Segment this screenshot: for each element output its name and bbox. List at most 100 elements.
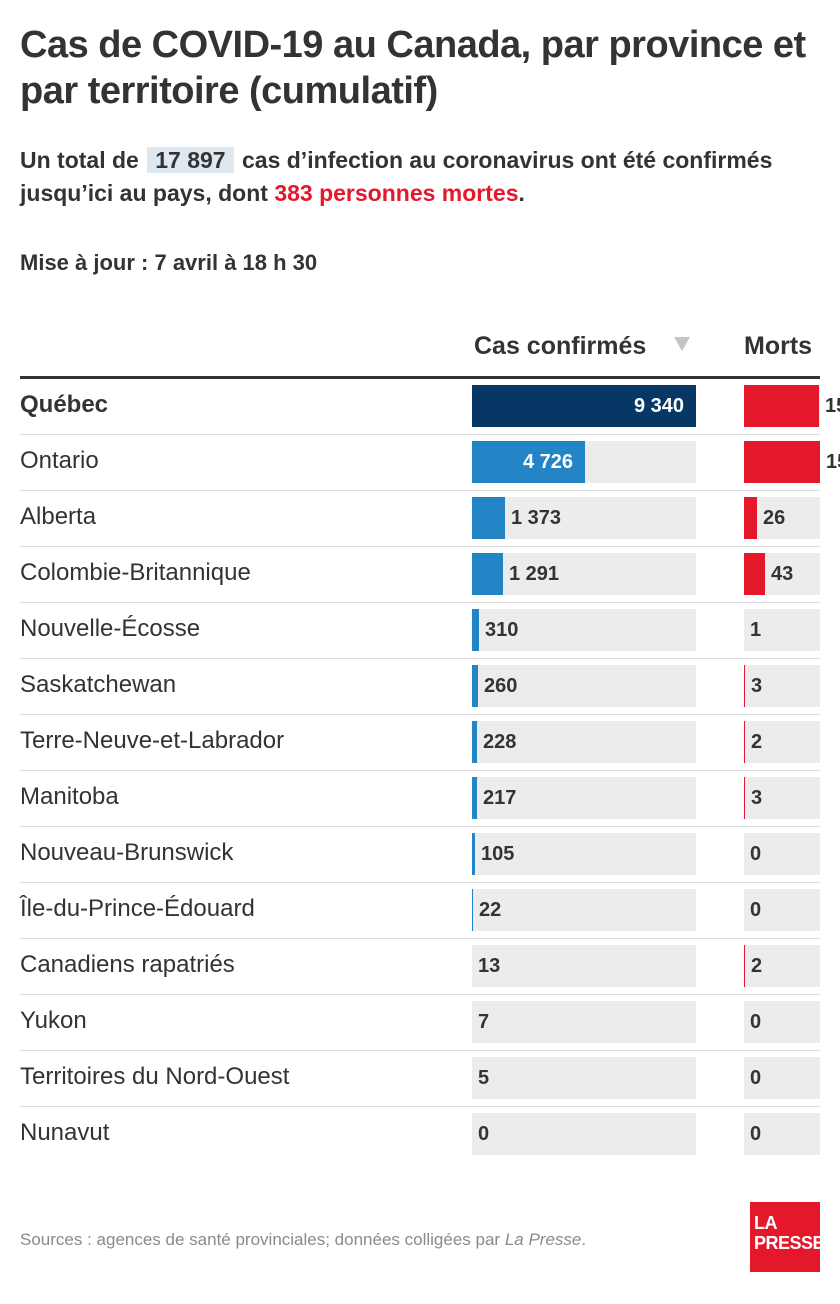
table-row: Terre-Neuve-et-Labrador 228 2 bbox=[20, 715, 820, 771]
region-name: Nouvelle-Écosse bbox=[20, 615, 201, 642]
deaths-track: 0 bbox=[744, 1113, 820, 1155]
cases-bar bbox=[472, 833, 475, 875]
region-name: Terre-Neuve-et-Labrador bbox=[20, 727, 285, 754]
deaths-value-label: 3 bbox=[751, 675, 763, 697]
cases-value-label: 217 bbox=[483, 787, 517, 809]
table-row: Nouvelle-Écosse 310 1 bbox=[20, 603, 820, 659]
deaths-bar bbox=[744, 777, 745, 819]
cases-track: 260 bbox=[472, 665, 696, 707]
cases-track: 4 726 bbox=[472, 441, 696, 483]
region-name: Île-du-Prince-Édouard bbox=[20, 895, 255, 922]
cases-value-label: 5 bbox=[478, 1067, 490, 1089]
deaths-highlight: 383 personnes mortes bbox=[274, 180, 519, 206]
table-row: Nouveau-Brunswick 105 0 bbox=[20, 827, 820, 883]
region-name: Alberta bbox=[20, 503, 97, 530]
cases-bar bbox=[472, 385, 696, 427]
logo-line-2: PRESSE bbox=[754, 1233, 825, 1253]
table-row: Île-du-Prince-Édouard 22 0 bbox=[20, 883, 820, 939]
summary-before: Un total de bbox=[20, 147, 139, 173]
deaths-value-label: 0 bbox=[750, 843, 762, 865]
cases-bar bbox=[472, 889, 473, 931]
table-row: Colombie-Britannique 1 291 43 bbox=[20, 547, 820, 603]
sort-down-icon[interactable] bbox=[674, 337, 690, 351]
cases-bar bbox=[472, 609, 479, 651]
cases-track: 0 bbox=[472, 1113, 696, 1155]
deaths-track: 0 bbox=[744, 1001, 820, 1043]
update-timestamp: Mise à jour : 7 avril à 18 h 30 bbox=[20, 250, 318, 275]
logo-line-1: LA bbox=[754, 1213, 778, 1233]
deaths-track: 2 bbox=[744, 945, 820, 987]
table-row: Ontario 4 726 153 bbox=[20, 435, 840, 491]
deaths-track: 2 bbox=[744, 721, 820, 763]
cases-value-label: 22 bbox=[479, 899, 502, 921]
table-row: Nunavut 0 0 bbox=[20, 1107, 820, 1163]
cases-track: 1 373 bbox=[472, 497, 696, 539]
region-name: Yukon bbox=[20, 1007, 87, 1034]
deaths-bar bbox=[744, 441, 820, 483]
cases-value-label: 260 bbox=[484, 675, 518, 697]
cases-value-label: 228 bbox=[483, 731, 517, 753]
table-row: Québec 9 340 150 bbox=[20, 379, 840, 435]
la-presse-logo: LA PRESSE bbox=[750, 1202, 825, 1272]
cases-track: 5 bbox=[472, 1057, 696, 1099]
cases-value-label: 13 bbox=[478, 955, 501, 977]
deaths-value-label: 1 bbox=[750, 619, 762, 641]
deaths-track: 3 bbox=[744, 777, 820, 819]
deaths-column-header[interactable]: Morts bbox=[744, 332, 813, 360]
region-name: Manitoba bbox=[20, 783, 119, 810]
deaths-value-label: 43 bbox=[771, 563, 794, 585]
cases-value-label: 7 bbox=[478, 1011, 490, 1033]
deaths-value-label: 150 bbox=[825, 395, 840, 417]
table-row: Alberta 1 373 26 bbox=[20, 491, 820, 547]
deaths-value-label: 153 bbox=[826, 451, 840, 473]
region-name: Ontario bbox=[20, 447, 99, 474]
source-prefix: Sources : agences de santé provinciales;… bbox=[20, 1230, 501, 1249]
deaths-bar bbox=[744, 385, 819, 427]
table-row: Manitoba 217 3 bbox=[20, 771, 820, 827]
deaths-track: 0 bbox=[744, 1057, 820, 1099]
deaths-value-label: 2 bbox=[751, 955, 763, 977]
deaths-track: 1 bbox=[744, 609, 820, 651]
source-suffix: . bbox=[581, 1230, 587, 1249]
deaths-track: 153 bbox=[744, 441, 840, 483]
deaths-value-label: 26 bbox=[763, 507, 786, 529]
cases-track: 7 bbox=[472, 1001, 696, 1043]
deaths-track: 3 bbox=[744, 665, 820, 707]
deaths-bar bbox=[744, 497, 757, 539]
cases-bar bbox=[472, 497, 505, 539]
cases-bar bbox=[472, 553, 503, 595]
deaths-track: 0 bbox=[744, 833, 820, 875]
cases-bar bbox=[472, 777, 477, 819]
deaths-track: 150 bbox=[744, 385, 840, 427]
cases-value-label: 310 bbox=[485, 619, 519, 641]
table-row: Saskatchewan 260 3 bbox=[20, 659, 820, 715]
cases-track: 22 bbox=[472, 889, 696, 931]
chart-title: Cas de COVID-19 au Canada, par province … bbox=[20, 24, 806, 112]
deaths-value-label: 2 bbox=[751, 731, 763, 753]
region-name: Québec bbox=[20, 391, 109, 418]
summary-after: . bbox=[518, 180, 525, 206]
deaths-track: 0 bbox=[744, 889, 820, 931]
cases-column-header[interactable]: Cas confirmés bbox=[474, 332, 647, 360]
source-note: Sources : agences de santé provinciales;… bbox=[20, 1228, 586, 1252]
deaths-track: 26 bbox=[744, 497, 820, 539]
cases-bar bbox=[472, 441, 585, 483]
cases-track: 105 bbox=[472, 833, 696, 875]
summary-text: Un total de 17 897 cas d’infection au co… bbox=[20, 144, 820, 210]
cases-value-label: 0 bbox=[478, 1123, 490, 1145]
cases-bar bbox=[472, 665, 478, 707]
deaths-track: 43 bbox=[744, 553, 820, 595]
cases-value-label: 105 bbox=[481, 843, 515, 865]
region-name: Nunavut bbox=[20, 1119, 110, 1146]
cases-value-label: 9 340 bbox=[633, 395, 684, 417]
deaths-value-label: 3 bbox=[751, 787, 763, 809]
deaths-bar bbox=[744, 721, 745, 763]
cases-value-label: 1 373 bbox=[511, 507, 562, 529]
deaths-bar bbox=[744, 553, 765, 595]
region-name: Nouveau-Brunswick bbox=[20, 839, 234, 866]
source-italic: La Presse bbox=[504, 1230, 582, 1249]
region-name: Saskatchewan bbox=[20, 671, 177, 698]
deaths-value-label: 0 bbox=[750, 899, 762, 921]
deaths-value-label: 0 bbox=[750, 1123, 762, 1145]
cases-track: 13 bbox=[472, 945, 696, 987]
